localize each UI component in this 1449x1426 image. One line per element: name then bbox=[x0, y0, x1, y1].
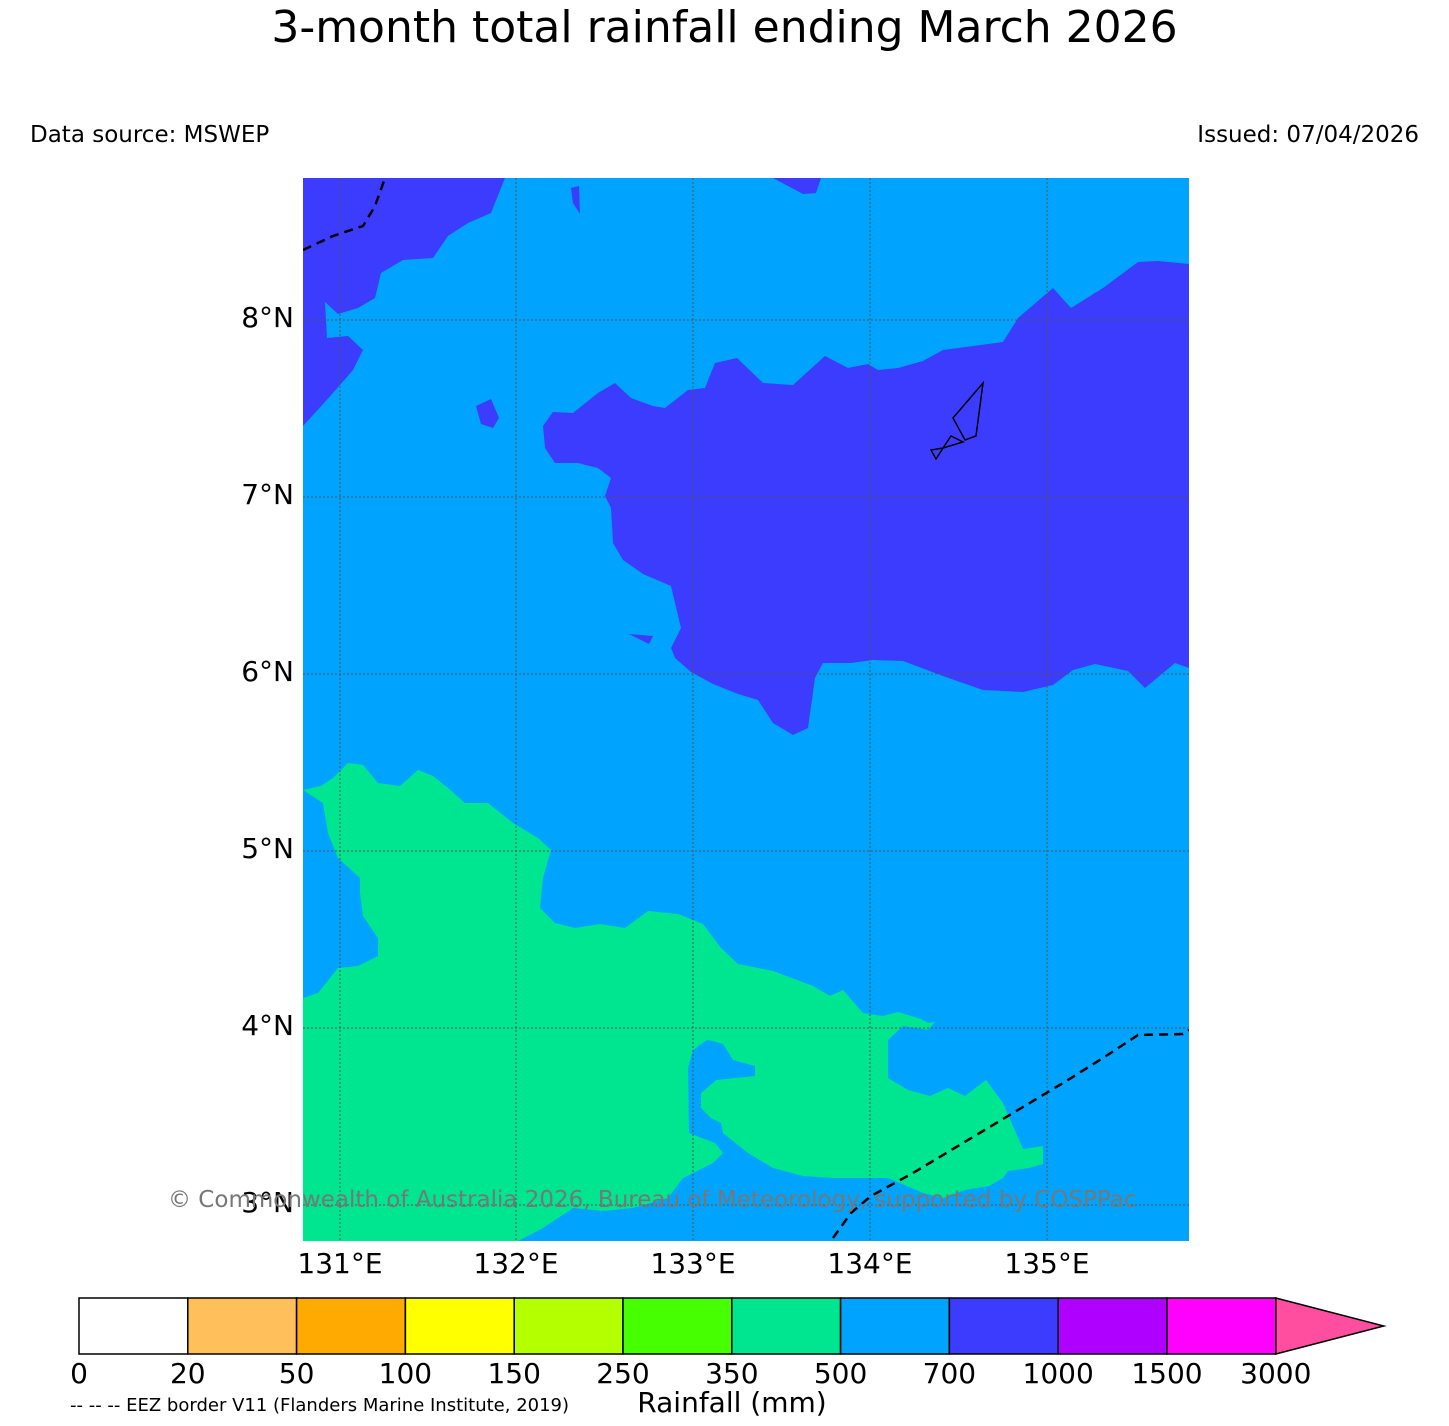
lat-label-4n: 4°N bbox=[241, 1009, 294, 1042]
colorbar-extend-arrow bbox=[1275, 1297, 1387, 1355]
band-350-500-south bbox=[303, 763, 1043, 1241]
colorbar-cell bbox=[513, 1297, 624, 1355]
map-title: 3-month total rainfall ending March 2026 bbox=[271, 2, 1178, 53]
colorbar-tick-label: 50 bbox=[278, 1357, 315, 1390]
colorbar-tick-label: 500 bbox=[813, 1357, 868, 1390]
colorbar-cell bbox=[78, 1297, 189, 1355]
band-500-700-island bbox=[693, 1040, 755, 1093]
band-700-1000-blob bbox=[629, 634, 653, 644]
colorbar-cell bbox=[731, 1297, 842, 1355]
eez-border-northwest bbox=[303, 178, 387, 252]
issued-date-label: Issued: 07/04/2026 bbox=[1197, 122, 1419, 148]
colorbar-tick-label: 1500 bbox=[1131, 1357, 1203, 1390]
band-700-1000-blob bbox=[773, 178, 821, 194]
colorbar-tick-label: 350 bbox=[705, 1357, 759, 1390]
lon-label-133e: 133°E bbox=[650, 1247, 736, 1280]
colorbar-cell bbox=[948, 1297, 1059, 1355]
eez-border-southeast bbox=[831, 1028, 1189, 1239]
band-700-1000-northwest bbox=[303, 178, 505, 426]
colorbar-tick-label: 150 bbox=[487, 1357, 541, 1390]
colorbar-tick-label: 0 bbox=[70, 1357, 88, 1390]
band-700-1000-blob bbox=[571, 186, 580, 214]
lat-label-8n: 8°N bbox=[241, 301, 294, 334]
data-source-label: Data source: MSWEP bbox=[30, 122, 270, 148]
island-outline bbox=[929, 380, 985, 461]
lat-label-7n: 7°N bbox=[241, 478, 294, 511]
colorbar-cell bbox=[839, 1297, 951, 1355]
copyright-notice: © Commonwealth of Australia 2026, Bureau… bbox=[168, 1187, 1137, 1213]
colorbar-cell bbox=[622, 1297, 733, 1355]
colorbar-tick-label: 20 bbox=[169, 1357, 206, 1390]
colorbar-cell bbox=[1166, 1297, 1277, 1355]
lat-label-5n: 5°N bbox=[241, 832, 294, 865]
lon-label-134e: 134°E bbox=[827, 1247, 913, 1280]
colorbar-label: Rainfall (mm) bbox=[637, 1386, 827, 1419]
eez-border-note: -- -- -- EEZ border V11 (Flanders Marine… bbox=[70, 1395, 570, 1416]
colorbar-tick-label: 3000 bbox=[1240, 1357, 1312, 1390]
lon-label-131e: 131°E bbox=[297, 1247, 383, 1280]
colorbar-tick-label: 700 bbox=[922, 1357, 977, 1390]
lon-label-132e: 132°E bbox=[473, 1247, 559, 1280]
band-700-1000-blob bbox=[476, 399, 499, 428]
colorbar-cell bbox=[1057, 1297, 1168, 1355]
colorbar-tick-label: 100 bbox=[378, 1357, 433, 1390]
rainfall-map bbox=[303, 178, 1189, 1241]
lon-label-135e: 135°E bbox=[1004, 1247, 1090, 1280]
colorbar-cell bbox=[295, 1297, 407, 1355]
colorbar-cell bbox=[187, 1297, 298, 1355]
lat-label-3n: 3°N bbox=[241, 1186, 294, 1219]
colorbar-cell bbox=[404, 1297, 515, 1355]
band-700-1000-east bbox=[543, 261, 1189, 735]
colorbar bbox=[78, 1297, 1387, 1355]
lat-label-6n: 6°N bbox=[241, 655, 294, 688]
colorbar-tick-label: 250 bbox=[596, 1357, 650, 1390]
lon-gridlines bbox=[339, 178, 1048, 1241]
colorbar-tick-label: 1000 bbox=[1022, 1357, 1094, 1390]
